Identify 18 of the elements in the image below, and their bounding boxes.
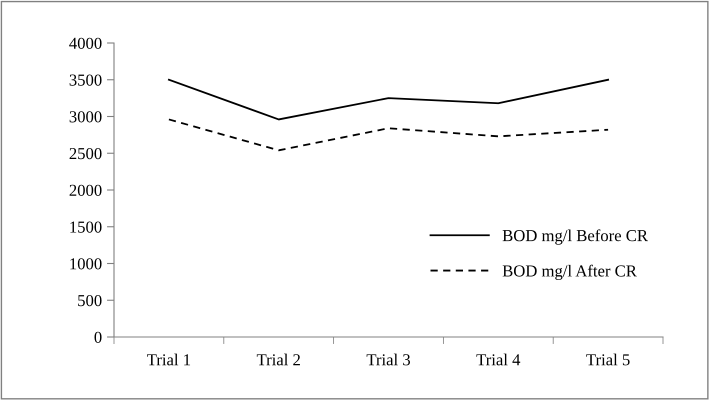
x-tick-label: Trial 4 [476,354,520,366]
legend-label: BOD mg/l After CR [502,264,637,280]
y-tick-label: 2000 [70,184,102,196]
x-tick-label: Trial 3 [366,354,410,366]
y-tick-label: 1500 [70,221,102,233]
y-tick-label: 1000 [70,258,102,270]
y-tick-label: 4000 [69,38,102,49]
y-tick-label: 3000 [70,111,102,122]
x-tick-label: Trial 2 [256,354,300,366]
x-tick-label: Trial 1 [147,354,190,366]
line-series [168,78,610,120]
y-tick-label: 2500 [70,148,102,160]
legend-label: BOD mg/l Before CR [502,229,648,245]
y-tick-label: 0 [94,332,102,343]
y-tick-label: 3500 [70,74,102,86]
line-series [168,118,610,152]
x-tick-label: Trial 5 [586,354,630,366]
y-tick-label: 500 [78,294,102,306]
